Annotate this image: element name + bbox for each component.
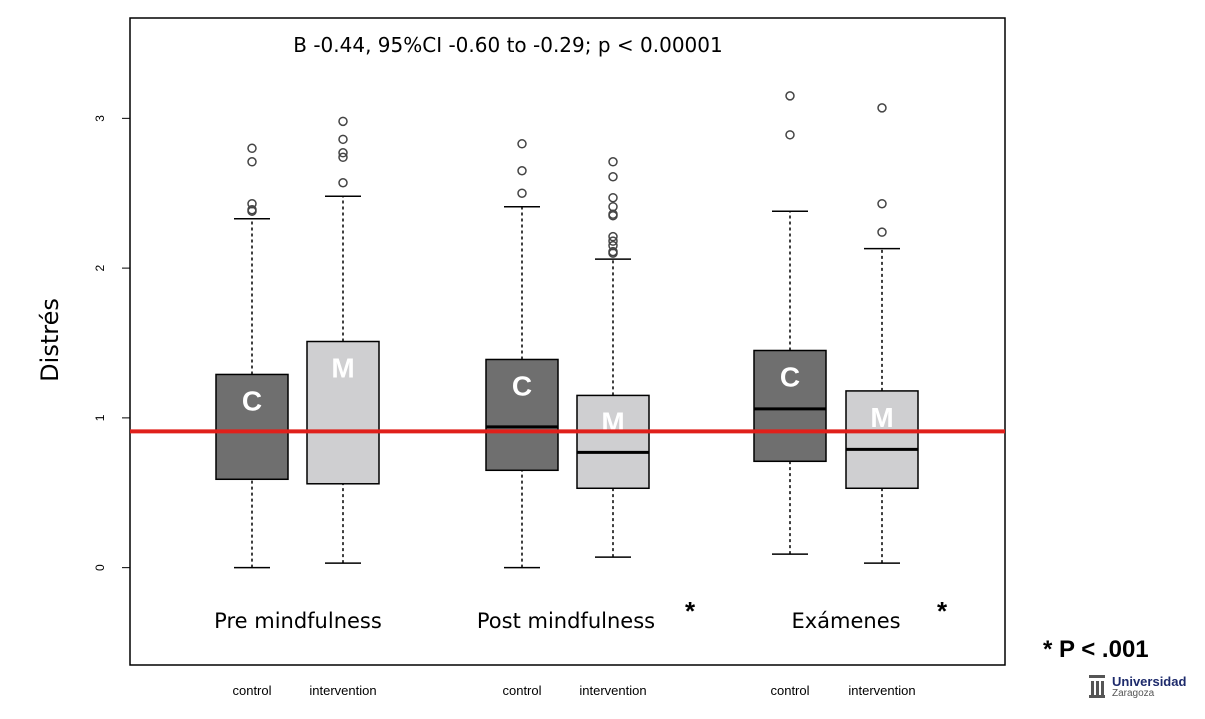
outlier-point xyxy=(785,91,795,101)
outlier-point xyxy=(608,248,618,258)
outlier-point xyxy=(608,172,618,182)
y-tick-label: 2 xyxy=(93,264,107,271)
outlier-point xyxy=(877,198,887,209)
outlier-point xyxy=(338,177,348,188)
outlier-point xyxy=(608,236,618,246)
box xyxy=(576,394,650,490)
y-tick-label: 0 xyxy=(93,564,107,571)
box-letter: C xyxy=(242,385,262,416)
group-label: Post mindfulness xyxy=(477,609,655,633)
box-letter: M xyxy=(870,402,893,433)
x-tick-label: control xyxy=(232,683,271,698)
logo-name: Universidad xyxy=(1112,674,1187,689)
group-label: Exámenes xyxy=(791,609,900,633)
box xyxy=(306,340,380,485)
outlier-point xyxy=(785,130,795,140)
box-letter: C xyxy=(512,370,532,401)
x-tick-label: intervention xyxy=(309,683,376,698)
outlier-point xyxy=(247,157,257,167)
x-tick-label: intervention xyxy=(848,683,915,698)
y-tick-label: 3 xyxy=(93,115,107,122)
outlier-point xyxy=(608,157,618,167)
outlier-point xyxy=(608,231,618,242)
outlier-point xyxy=(338,134,348,145)
box xyxy=(485,358,559,472)
significance-star: * xyxy=(685,596,696,626)
group-label: Pre mindfulness xyxy=(214,609,382,633)
outlier-point xyxy=(338,152,348,163)
box xyxy=(753,349,827,463)
box xyxy=(215,373,289,481)
x-tick-label: control xyxy=(502,683,541,698)
outlier-point xyxy=(517,188,527,198)
outlier-point xyxy=(608,210,618,221)
outlier-point xyxy=(517,166,527,176)
annotation-text: B -0.44, 95%CI -0.60 to -0.29; p < 0.000… xyxy=(293,33,722,57)
y-tick-label: 1 xyxy=(93,414,107,421)
outlier-point xyxy=(877,103,887,113)
outlier-point xyxy=(517,139,527,149)
outlier-point xyxy=(247,143,257,154)
logo-sub: Zaragoza xyxy=(1112,688,1155,699)
outlier-point xyxy=(247,206,257,216)
university-logo: Universidad Zaragoza xyxy=(1088,674,1186,700)
box-letter: M xyxy=(331,353,354,384)
box-letter: C xyxy=(780,361,800,392)
university-emblem-icon xyxy=(1089,675,1105,698)
outlier-point xyxy=(338,148,348,158)
plot-frame xyxy=(129,17,1006,666)
outlier-point xyxy=(608,192,618,203)
outlier-point xyxy=(877,227,887,237)
x-tick-label: intervention xyxy=(579,683,646,698)
x-tick-label: control xyxy=(770,683,809,698)
significance-star: * xyxy=(937,596,948,626)
outlier-point xyxy=(338,116,348,127)
y-axis-label: Distrés xyxy=(36,298,64,382)
box xyxy=(845,390,919,490)
significance-note: * P < .001 xyxy=(1043,636,1149,663)
